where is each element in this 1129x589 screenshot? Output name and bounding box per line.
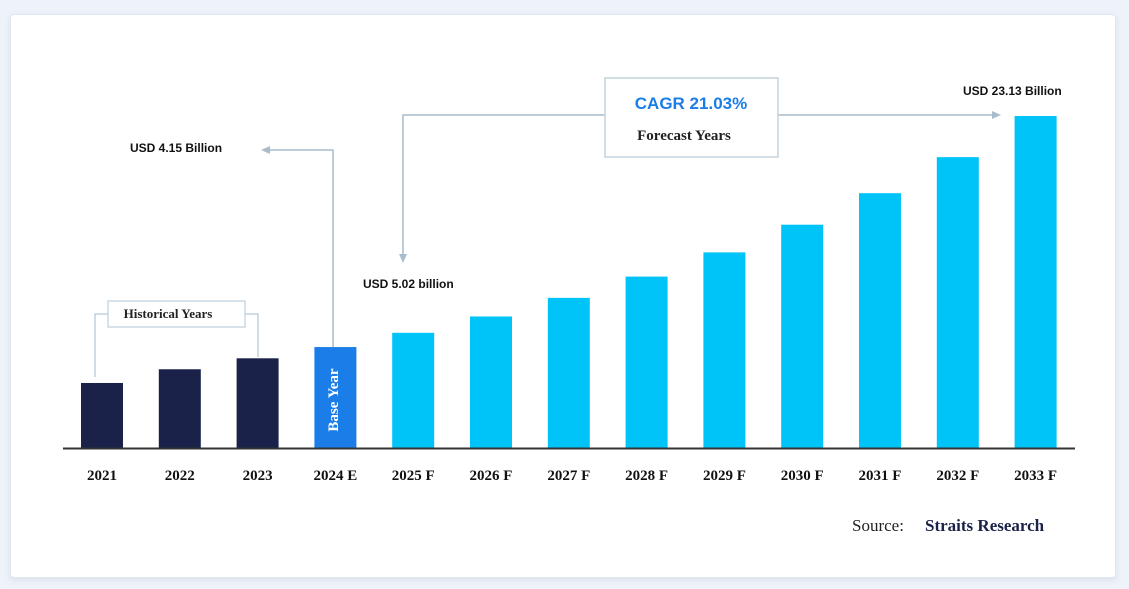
base-value-connector	[268, 149, 334, 347]
arrow-right-icon	[992, 111, 1001, 119]
x-tick-label: 2033 F	[1014, 468, 1057, 484]
cagr-box	[604, 77, 779, 158]
bar-2033-f	[1014, 116, 1057, 448]
bar-2029-f	[703, 252, 746, 448]
x-tick-label: 2025 F	[392, 468, 435, 484]
base-value-label: USD 4.15 Billion	[130, 141, 222, 155]
bar-2025-f	[392, 332, 435, 448]
bar-2023	[236, 358, 279, 448]
forecast-start-connector	[402, 114, 605, 256]
x-tick-label: 2027 F	[547, 468, 590, 484]
x-tick-label: 2031 F	[859, 468, 902, 484]
bar-2024-e	[314, 347, 357, 448]
x-tick-label: 2030 F	[781, 468, 824, 484]
x-tick-label: 2023	[243, 468, 273, 484]
historical-box	[107, 300, 246, 328]
bar-2022	[158, 369, 201, 448]
cagr-label: CAGR 21.03%	[635, 94, 747, 113]
bar-2031-f	[859, 193, 901, 448]
x-tick-label: 2032 F	[936, 468, 979, 484]
bar-2026-f	[470, 316, 512, 448]
last-value-label: USD 23.13 Billion	[963, 84, 1062, 98]
bars	[81, 116, 1057, 449]
x-tick-labels: 2021 2022 2023 2024 E 2025 F 2026 F 2027 F 2028…	[87, 468, 1057, 484]
x-tick-label: 2022	[165, 468, 195, 484]
bar-2021	[81, 382, 123, 448]
bar-2030-f	[781, 224, 824, 448]
first-forecast-value-label: USD 5.02 billion	[363, 277, 454, 291]
historical-bracket-left	[94, 313, 108, 377]
source-label: Source:	[852, 516, 904, 535]
source-name: Straits Research	[925, 516, 1045, 535]
x-tick-label: 2029 F	[703, 468, 746, 484]
x-tick-label: 2024 E	[314, 468, 358, 484]
base-year-label: Base Year	[326, 368, 342, 432]
bar-2032-f	[936, 157, 979, 449]
forecast-years-label: Forecast Years	[637, 128, 731, 144]
bar-2027-f	[547, 297, 590, 448]
historical-years-label: Historical Years	[124, 306, 213, 321]
x-tick-label: 2021	[87, 468, 117, 484]
historical-bracket-right	[245, 313, 259, 357]
arrow-left-icon	[261, 146, 270, 154]
chart-card	[10, 14, 1116, 578]
bar-2028-f	[625, 276, 668, 448]
arrow-down-icon	[399, 254, 407, 263]
x-tick-label: 2026 F	[470, 468, 513, 484]
x-tick-label: 2028 F	[625, 468, 668, 484]
